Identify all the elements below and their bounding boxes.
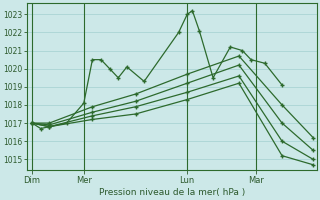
X-axis label: Pression niveau de la mer( hPa ): Pression niveau de la mer( hPa ) (99, 188, 245, 197)
